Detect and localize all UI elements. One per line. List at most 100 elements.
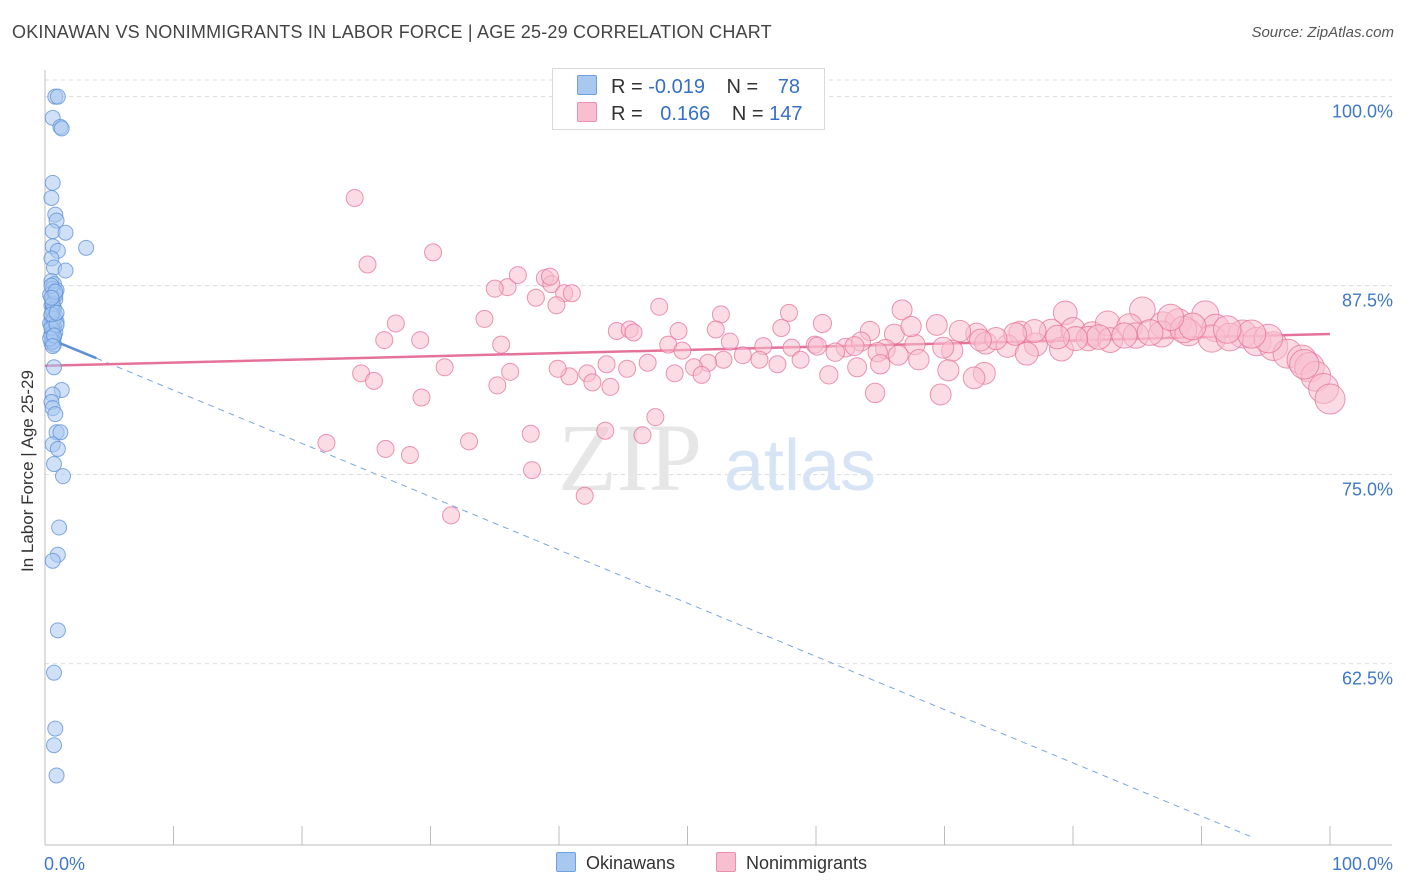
data-point [601,377,620,396]
data-point [596,421,615,440]
data-point [317,433,336,452]
data-point [575,486,594,505]
data-point [768,355,787,374]
data-point [1136,319,1164,346]
data-point [646,408,665,427]
data-point [45,737,62,754]
r-label: R = [611,76,643,98]
data-point [47,406,64,423]
data-point [962,366,986,390]
data-point [43,289,60,306]
data-point [54,468,71,485]
series-nonimmigrants [317,188,1346,525]
data-point [548,359,567,378]
data-point [51,519,68,536]
data-point [44,552,61,569]
data-point [49,440,66,457]
data-point [929,383,952,406]
data-point [358,255,377,274]
data-point [475,309,494,328]
data-point [521,424,540,443]
data-point [52,424,69,441]
data-point [791,350,810,369]
y-axis-label: In Labor Force | Age 25-29 [18,370,37,572]
chart-title: OKINAWAN VS NONIMMIGRANTS IN LABOR FORCE… [12,22,772,42]
nonimmigrants-r-value: 0.166 [660,103,711,125]
data-point [376,439,395,458]
data-point [948,319,972,343]
data-point [57,224,74,241]
data-point [706,320,725,339]
data-point [523,461,542,480]
data-point [669,322,688,340]
nonimmigrants-swatch [577,102,597,122]
x-tick-label-min: 0.0% [44,854,85,874]
data-point [1289,349,1320,380]
n-label: N = [731,103,764,125]
data-point [435,358,454,377]
data-point [47,720,64,737]
data-point [526,288,545,307]
data-point [1045,324,1070,350]
data-point [618,359,637,378]
data-point [44,174,61,191]
data-point [1003,322,1027,346]
data-point [665,364,684,383]
source-label: Source: ZipAtlas.com [1251,24,1394,41]
data-point [891,299,913,321]
data-point [782,338,801,357]
data-point [825,342,846,362]
data-point [1111,322,1138,349]
okinawans-legend-label: Okinawans [586,853,676,873]
data-point [508,266,527,285]
data-point [925,314,948,336]
data-point [43,189,60,206]
data-point [720,332,739,351]
data-point [870,354,891,375]
data-point [386,314,405,333]
data-point [583,373,602,392]
data-point [673,341,692,360]
data-point [900,315,922,338]
legend-item-okinawans: Okinawans [556,852,675,874]
data-point [424,243,443,262]
data-point [597,355,616,374]
data-point [400,445,419,464]
data-point [460,432,479,451]
data-point [1314,383,1346,415]
nonimmigrants-n-value: 147 [769,103,803,125]
data-point [45,359,62,376]
correlation-legend: R = -0.019 N = 78 R = 0.166 N = 147 [552,68,825,130]
y-tick-label: 87.5% [1342,291,1393,311]
okinawans-legend-swatch [556,852,576,872]
okinawans-r-value: -0.019 [648,76,705,98]
x-tick-label-max: 100.0% [1332,854,1393,874]
data-point [864,382,886,404]
data-point [485,279,504,298]
data-point [650,297,669,316]
data-point [78,239,95,256]
data-point [1085,324,1112,350]
data-point [547,296,566,315]
data-point [733,346,752,365]
data-point [711,305,730,324]
okinawans-swatch [577,75,597,95]
data-point [488,376,507,395]
nonimmigrants-legend-swatch [716,852,736,872]
data-point [412,388,431,407]
okinawans-n-value: 78 [777,76,801,98]
data-point [442,506,461,525]
data-point [633,426,652,445]
legend-row-nonimmigrants: R = 0.166 N = 147 [577,102,803,126]
data-point [45,456,62,473]
data-point [750,350,769,369]
data-point [45,664,62,681]
data-point [812,313,832,334]
data-point [780,303,799,322]
data-point [844,336,865,357]
data-point [501,362,520,381]
r-label: R = [611,103,643,125]
data-point [638,353,657,372]
legend-item-nonimmigrants: Nonimmigrants [716,852,867,874]
